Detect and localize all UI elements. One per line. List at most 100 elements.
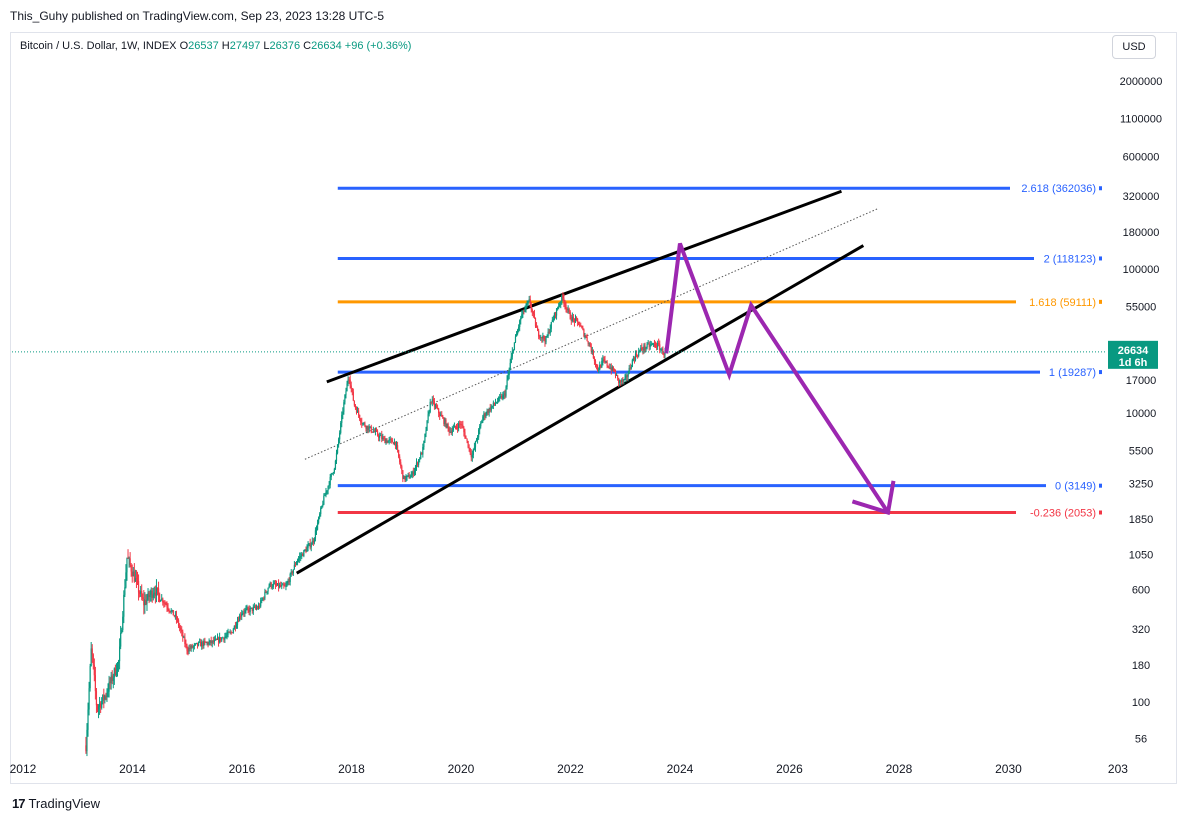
y-tick-55000: 55000 bbox=[1126, 301, 1157, 313]
candle-body bbox=[610, 367, 612, 371]
candle-body bbox=[604, 359, 606, 362]
candle-body bbox=[129, 558, 131, 565]
candle-body bbox=[207, 642, 209, 645]
candle-body bbox=[325, 491, 327, 496]
candle-body bbox=[388, 439, 390, 441]
candle-body bbox=[620, 380, 622, 382]
candle-body bbox=[475, 440, 478, 442]
candle-body bbox=[239, 615, 241, 622]
candle-body bbox=[511, 351, 513, 357]
candle-body bbox=[434, 405, 437, 407]
candle-body bbox=[226, 634, 228, 636]
candle-body bbox=[581, 326, 583, 328]
candle-body bbox=[270, 582, 272, 588]
candle-body bbox=[253, 606, 255, 608]
y-tick-180000: 180000 bbox=[1123, 227, 1160, 239]
candle-body bbox=[252, 607, 254, 612]
candle-body bbox=[186, 644, 188, 651]
candle-body bbox=[232, 629, 234, 633]
candle-body bbox=[131, 571, 133, 577]
y-tick-180: 180 bbox=[1132, 660, 1150, 672]
candle-body bbox=[411, 471, 413, 476]
candle-body bbox=[346, 383, 348, 392]
candle-body bbox=[390, 439, 392, 441]
candle-body bbox=[255, 607, 258, 609]
candle-body bbox=[356, 410, 359, 413]
candle-body bbox=[108, 681, 110, 692]
candle-body bbox=[111, 675, 113, 681]
candle-body bbox=[456, 427, 459, 429]
candle-body bbox=[541, 336, 543, 339]
candle-body bbox=[446, 423, 448, 428]
candle-body bbox=[375, 430, 378, 432]
candle-body bbox=[161, 598, 163, 600]
candle-body bbox=[376, 431, 379, 436]
footer-brand[interactable]: 17 TradingView bbox=[12, 796, 100, 811]
candle-body bbox=[228, 632, 230, 633]
candle-body bbox=[348, 379, 350, 381]
candle-body bbox=[175, 614, 178, 620]
candle-body bbox=[351, 388, 353, 392]
candle-body bbox=[510, 356, 512, 363]
candle-body bbox=[336, 444, 339, 454]
candle-body bbox=[410, 475, 412, 478]
candle-body bbox=[344, 394, 346, 403]
candle-body bbox=[558, 306, 560, 309]
candle-body bbox=[339, 432, 341, 440]
x-tick-2012: 2012 bbox=[10, 762, 37, 776]
candle-body bbox=[516, 330, 519, 334]
candle-body bbox=[615, 375, 618, 376]
fib-handle-2 bbox=[1099, 256, 1102, 261]
candle-body bbox=[257, 606, 260, 609]
candle-body bbox=[191, 645, 193, 648]
candle-body bbox=[494, 403, 497, 405]
candle-body bbox=[431, 399, 433, 403]
candle-body bbox=[184, 637, 186, 644]
candle-body bbox=[269, 582, 271, 586]
candle-body bbox=[654, 343, 657, 347]
candle-body bbox=[211, 640, 213, 644]
candle-body bbox=[240, 615, 242, 617]
candle-body bbox=[603, 359, 605, 361]
candle-body bbox=[242, 612, 244, 614]
fib-label-0: 0 (3149) bbox=[1055, 481, 1096, 493]
y-tick-1850: 1850 bbox=[1129, 514, 1153, 526]
currency-button[interactable]: USD bbox=[1112, 35, 1156, 59]
candle-body bbox=[400, 462, 402, 467]
x-tick-2030: 2030 bbox=[995, 762, 1022, 776]
candle-body bbox=[401, 466, 403, 471]
candle-body bbox=[288, 581, 290, 583]
candle-body bbox=[383, 437, 385, 439]
candle-body bbox=[493, 402, 496, 404]
candle-body bbox=[412, 471, 414, 475]
candle-body bbox=[509, 362, 511, 370]
candle-body bbox=[426, 420, 428, 431]
candle-body bbox=[223, 637, 225, 640]
candle-body bbox=[225, 635, 227, 637]
x-tick-203: 203 bbox=[1108, 762, 1128, 776]
candle-body bbox=[254, 606, 257, 609]
candle-body bbox=[647, 343, 649, 345]
y-tick-100000: 100000 bbox=[1123, 264, 1160, 276]
candle-body bbox=[86, 729, 88, 752]
fib-label-2.618: 2.618 (362036) bbox=[1021, 183, 1096, 195]
candle-body bbox=[628, 367, 630, 374]
candle-body bbox=[444, 420, 446, 424]
candle-body bbox=[289, 574, 291, 583]
candle-body bbox=[217, 637, 220, 643]
candle-body bbox=[539, 336, 541, 338]
fib-label-1.618: 1.618 (59111) bbox=[1029, 297, 1096, 309]
candle-body bbox=[483, 413, 485, 417]
candle-body bbox=[117, 661, 120, 664]
candle-body bbox=[227, 632, 229, 635]
candle-body bbox=[486, 410, 488, 415]
candle-body bbox=[333, 468, 335, 473]
y-tick-320: 320 bbox=[1132, 624, 1150, 636]
candle-body bbox=[403, 476, 405, 480]
change-value: +96 (+0.36%) bbox=[344, 40, 412, 52]
candle-body bbox=[263, 597, 265, 599]
candle-body bbox=[220, 637, 222, 641]
candle-body bbox=[395, 445, 398, 447]
